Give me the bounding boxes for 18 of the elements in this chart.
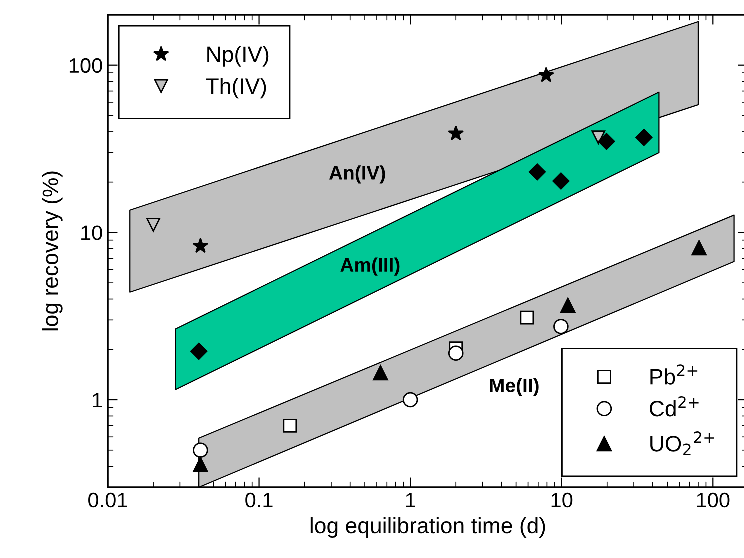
x-tick-label: 100	[697, 492, 730, 508]
legend-label: Th(IV)	[206, 78, 266, 99]
y-tick-label: 10	[82, 226, 102, 240]
y-tick-label: 100	[70, 58, 102, 74]
legend-label: Np(IV)	[208, 46, 269, 67]
annotation: Me(II)	[490, 378, 539, 396]
legend-label: Pb$^{2+}$	[650, 364, 698, 385]
y-tick-label: 1	[93, 393, 102, 408]
y-axis-title: log recovery (%)	[42, 172, 63, 331]
legend-label: UO$_{2}$$^{2+}$	[650, 432, 714, 456]
x-tick-label: 1	[406, 493, 416, 508]
x-tick-label: 10	[552, 492, 573, 508]
x-axis-title: log equilibration time (d)	[310, 517, 546, 538]
x-tick-label: 0.01	[88, 492, 128, 508]
annotation: An(IV)	[329, 166, 386, 184]
legend-label: Cd$^{2+}$	[650, 396, 699, 417]
annotation: Am(III)	[340, 258, 400, 276]
x-tick-label: 0.1	[246, 492, 273, 508]
